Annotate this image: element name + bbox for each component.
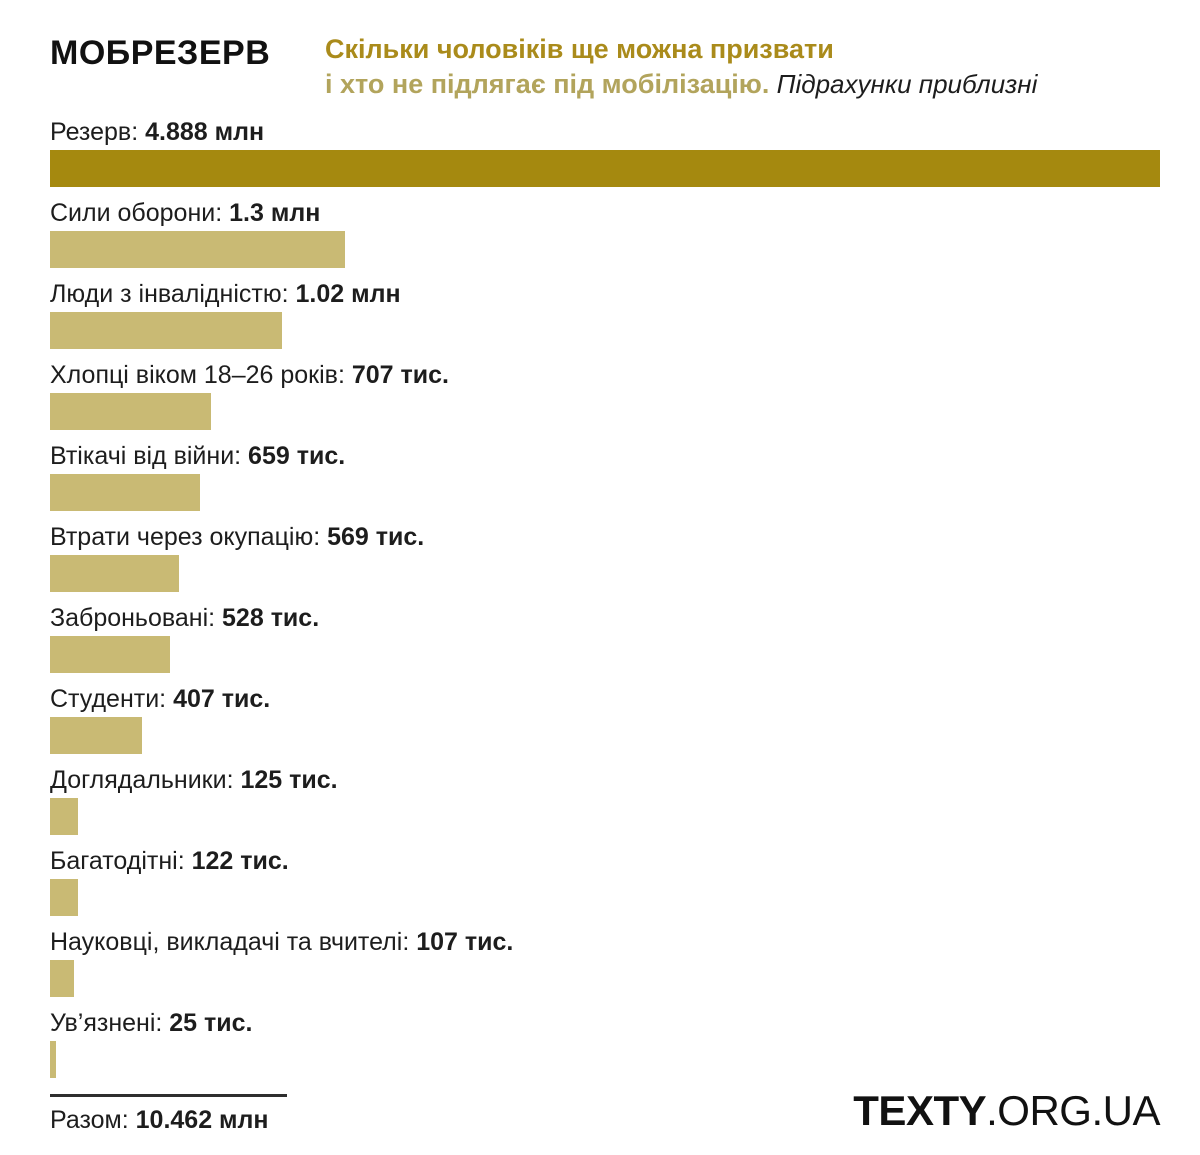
chart-rows: Резерв: 4.888 млн Сили оборони: 1.3 млн Лю… [50, 118, 1160, 1078]
subtitle: Скільки чоловіків ще можна призвати і хт… [325, 30, 1037, 102]
bar [50, 555, 180, 592]
bar-label: Резерв: 4.888 млн [50, 118, 1160, 146]
bar-label: Студенти: 407 тис. [50, 685, 1160, 713]
chart-row: Заброньовані: 528 тис. [50, 604, 1160, 673]
bar [50, 636, 170, 673]
bar-category: Науковці, викладачі та вчителі: [50, 928, 417, 956]
bar-category: Сили оборони: [50, 199, 230, 227]
bar-category: Хлопці віком 18–26 років: [50, 361, 352, 389]
logo-regular-part: .ORG.UA [986, 1087, 1160, 1134]
total-block: Разом: 10.462 млн [50, 1094, 287, 1134]
header: МОБРЕЗЕРВ Скільки чоловіків ще можна при… [50, 30, 1160, 102]
bar-value: 659 тис. [248, 442, 346, 470]
chart-row: Науковці, викладачі та вчителі: 107 тис. [50, 928, 1160, 997]
total-label: Разом: 10.462 млн [50, 1106, 287, 1134]
bar-category: Студенти: [50, 685, 174, 713]
chart-row: Студенти: 407 тис. [50, 685, 1160, 754]
texty-logo: TEXTY.ORG.UA [853, 1090, 1160, 1134]
chart-row: Ув’язнені: 25 тис. [50, 1009, 1160, 1078]
bar-category: Ув’язнені: [50, 1009, 170, 1037]
bar-category: Люди з інвалідністю: [50, 280, 296, 308]
bar [50, 150, 1160, 187]
bar-category: Втрати через окупацію: [50, 523, 328, 551]
bar-label: Сили оборони: 1.3 млн [50, 199, 1160, 227]
chart-row: Люди з інвалідністю: 1.02 млн [50, 280, 1160, 349]
bar-value: 707 тис. [351, 361, 449, 389]
bar [50, 393, 211, 430]
bar [50, 231, 346, 268]
bar-value: 122 тис. [191, 847, 289, 875]
bar-value: 25 тис. [169, 1009, 253, 1037]
bar-value: 569 тис. [327, 523, 425, 551]
bar-category: Доглядальники: [50, 766, 241, 794]
bar-value: 4.888 млн [145, 118, 265, 146]
subtitle-line1: Скільки чоловіків ще можна призвати [325, 34, 834, 64]
bar-label: Доглядальники: 125 тис. [50, 766, 1160, 794]
page-title: МОБРЕЗЕРВ [50, 34, 271, 72]
bar-value: 407 тис. [173, 685, 271, 713]
bar-category: Втікачі від війни: [50, 442, 249, 470]
bar-value: 125 тис. [240, 766, 338, 794]
bar-value: 1.02 млн [295, 280, 401, 308]
bar [50, 960, 75, 997]
bar [50, 717, 143, 754]
bar-category: Багатодітні: [50, 847, 192, 875]
total-value: 10.462 млн [135, 1106, 269, 1134]
bar-category: Заброньовані: [50, 604, 223, 632]
chart-row: Резерв: 4.888 млн [50, 118, 1160, 187]
bar-label: Заброньовані: 528 тис. [50, 604, 1160, 632]
chart-row: Сили оборони: 1.3 млн [50, 199, 1160, 268]
bar-label: Багатодітні: 122 тис. [50, 847, 1160, 875]
bar-label: Втікачі від війни: 659 тис. [50, 442, 1160, 470]
bar-value: 1.3 млн [229, 199, 321, 227]
chart-row: Багатодітні: 122 тис. [50, 847, 1160, 916]
bar-value: 528 тис. [222, 604, 320, 632]
bar-label: Ув’язнені: 25 тис. [50, 1009, 1160, 1037]
logo-bold-part: TEXTY [853, 1087, 987, 1134]
subtitle-note: Підрахунки приблизні [769, 69, 1038, 99]
bar-label: Люди з інвалідністю: 1.02 млн [50, 280, 1160, 308]
bar-value: 107 тис. [416, 928, 514, 956]
bar-label: Хлопці віком 18–26 років: 707 тис. [50, 361, 1160, 389]
bar-label: Науковці, викладачі та вчителі: 107 тис. [50, 928, 1160, 956]
chart-row: Хлопці віком 18–26 років: 707 тис. [50, 361, 1160, 430]
bar [50, 1041, 56, 1078]
total-label-text: Разом: [50, 1106, 136, 1134]
bar [50, 312, 282, 349]
total-rule [50, 1094, 287, 1097]
subtitle-line2: і хто не підлягає під мобілізацію. [325, 69, 770, 99]
bar [50, 879, 78, 916]
bar-category: Резерв: [50, 118, 146, 146]
chart-row: Доглядальники: 125 тис. [50, 766, 1160, 835]
bar [50, 474, 200, 511]
chart-row: Втрати через окупацію: 569 тис. [50, 523, 1160, 592]
bar-label: Втрати через окупацію: 569 тис. [50, 523, 1160, 551]
bar [50, 798, 79, 835]
footer: Разом: 10.462 млн TEXTY.ORG.UA [50, 1090, 1160, 1134]
chart-row: Втікачі від війни: 659 тис. [50, 442, 1160, 511]
